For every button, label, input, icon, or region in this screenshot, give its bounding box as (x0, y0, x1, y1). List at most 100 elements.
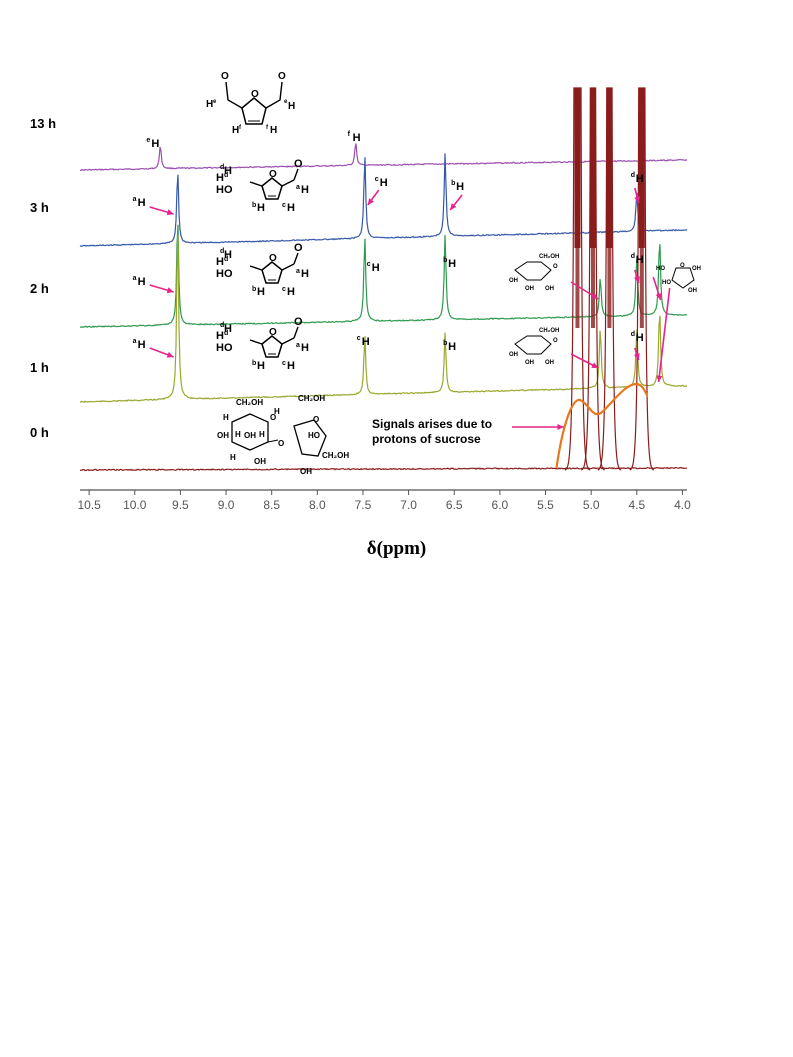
furan-oxygen: O (269, 253, 277, 264)
hydroxymethyl-bond (249, 181, 263, 187)
label-aH-3h-h: H (138, 197, 146, 209)
ring-sup-c: c (282, 202, 286, 209)
x-tick-label: 10.0 (123, 498, 147, 512)
label-cH-3h-h: H (380, 177, 388, 189)
label-cH-3h-sup: c (375, 176, 379, 183)
sucrose-annotation-line1: Signals arises due to (372, 417, 492, 431)
furan-oxygen: O (269, 327, 277, 338)
structure-glucose-1h: CH₂OH OH OH OH O (509, 328, 559, 366)
arrow-glucose-1h (570, 353, 599, 369)
aldehyde-bond (281, 179, 295, 187)
arrow-fructose-1h (656, 287, 671, 383)
arrow-dH-3h (634, 187, 641, 204)
dff-right-h: H (288, 101, 295, 112)
fructose-o: O (680, 263, 685, 269)
hm-sup2: d (224, 256, 228, 263)
label-cH-1h-h: H (362, 336, 370, 348)
sucrose-peak-band-lower (590, 248, 595, 328)
label-cH-2h-h: H (372, 262, 380, 274)
glucose-ring (514, 335, 552, 355)
aldehyde-h: H (301, 184, 309, 196)
hm-sup1: d (220, 164, 224, 171)
arrow-glucose-2h-head (591, 293, 599, 299)
x-tick-label: 9.5 (172, 498, 189, 512)
label-dH-1h-h: H (636, 332, 644, 344)
hm-sup1: d (220, 322, 224, 329)
structure-glucose-2h: CH₂OH OH OH OH O (509, 254, 559, 292)
glucose-oh2: OH (525, 360, 534, 366)
sucrose-oh-mid: OH (244, 431, 256, 440)
label-fH-13h-sup: f (348, 131, 351, 138)
ring-h-b: H (257, 286, 265, 298)
aldehyde-bond (281, 263, 295, 271)
sucrose-peak-2 (581, 87, 605, 471)
x-axis-title: δ(ppm) (366, 538, 427, 559)
sucrose-h3: H (235, 430, 241, 439)
dff-left-sup: e (213, 99, 217, 105)
fructose-ho2: HO (662, 280, 671, 286)
furan-oxygen: O (269, 169, 277, 180)
arrow-dH-1h-head (633, 353, 640, 360)
dff-right-o: O (278, 71, 286, 82)
sucrose-peak-band (589, 88, 596, 248)
spectrum-trace-2h (79, 224, 688, 329)
sucrose-fructose-ring (293, 419, 327, 457)
hm-ho: HO (216, 268, 233, 280)
fructose-oh1: OH (692, 266, 701, 272)
sucrose-ch2oh-2: CH₂OH (298, 394, 325, 403)
arrow-fructose-1h-head (656, 375, 663, 382)
x-tick-label: 10.5 (77, 498, 101, 512)
arrow-dH-2h-head (634, 276, 640, 283)
label-bH-1h-h: H (448, 341, 456, 353)
arrow-aH-1h (149, 347, 174, 358)
label-bH-2h-sup: b (443, 257, 447, 264)
spectrum-trace-3h (79, 153, 688, 247)
label-dH-3h-h: H (636, 173, 644, 185)
label-bH-1h-sup: b (443, 340, 447, 347)
x-tick-label: 9.0 (218, 498, 235, 512)
label-bH-2h-h: H (448, 258, 456, 270)
glucose-o: O (553, 264, 558, 270)
glucose-oh1: OH (509, 352, 518, 358)
ring-h-c: H (287, 202, 295, 214)
ring-h-c: H (287, 286, 295, 298)
sucrose-peak-band (606, 88, 613, 248)
arrow-dH-2h (634, 269, 640, 284)
dff-right-cho (265, 81, 283, 109)
arrow-fructose-1h-shaft (657, 287, 671, 383)
label-bH-3h-sup: b (451, 180, 455, 187)
aldehyde-oxygen: O (294, 242, 303, 254)
sucrose-ho: HO (308, 431, 320, 440)
arrow-aH-3h (149, 206, 174, 216)
hm-h2: H (216, 256, 224, 268)
label-cH-2h-sup: c (367, 261, 371, 268)
arrow-fructose-2h-head (655, 293, 662, 300)
dff-left-o: O (221, 71, 229, 82)
label-dH-1h-sup: d (631, 331, 635, 338)
x-tick-label: 4.5 (628, 498, 645, 512)
hm-h2: H (216, 330, 224, 342)
hydroxymethyl-bond (249, 265, 263, 271)
glucose-ch2oh: CH₂OH (539, 328, 559, 334)
x-tick-label: 5.5 (537, 498, 554, 512)
glucose-ch2oh: CH₂OH (539, 254, 559, 260)
label-eH-13h-sup: e (146, 137, 150, 144)
dff-ring (241, 97, 267, 125)
time-label-2h: 2 h (30, 281, 49, 296)
arrow-bH-3h-head (450, 203, 457, 210)
spectrum-trace-0h (79, 466, 687, 472)
arrow-dH-3h-head (634, 196, 641, 203)
structure-dff-13h: OO OH e e HH f f H (206, 71, 295, 136)
spectrum-trace-1h (80, 234, 688, 404)
label-aH-2h-h: H (138, 276, 146, 288)
